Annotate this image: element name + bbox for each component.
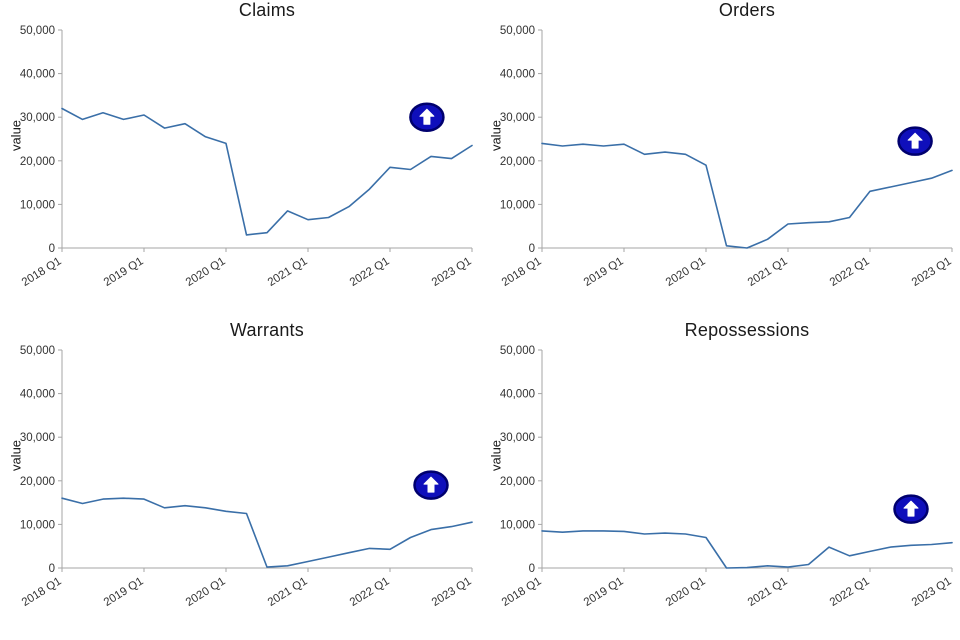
up-arrow-glyph: [907, 132, 923, 149]
series-line: [61, 497, 473, 568]
y-tick-label: 0: [529, 243, 535, 255]
y-tick-label: 20,000: [20, 476, 55, 488]
series-line: [541, 142, 953, 249]
x-tick-label: 2022 Q1: [828, 575, 872, 609]
y-tick-label: 0: [529, 563, 535, 575]
x-tick-label: 2018 Q1: [500, 255, 544, 289]
up-arrow-glyph: [423, 476, 439, 493]
series-line: [541, 530, 953, 569]
chart-svg: 0 10,000 20,000 30,000 40,000 50,000 2018 Q1 20…: [500, 25, 954, 289]
chart-title: Warrants: [230, 320, 304, 340]
x-tick-label: 2020 Q1: [184, 575, 228, 609]
x-tick-label: 2021 Q1: [746, 255, 790, 289]
y-tick-label: 40,000: [20, 69, 55, 81]
x-tick-label: 2018 Q1: [20, 255, 64, 289]
x-tick-label: 2023 Q1: [910, 575, 954, 609]
y-tick-label: 10,000: [20, 519, 55, 531]
up-arrow-glyph: [419, 108, 435, 125]
y-tick-label: 0: [49, 563, 55, 575]
chart-title: Repossessions: [684, 320, 810, 340]
chart-panel-repossessions: Repossessions value 0 10,000 20,000 30,000 4…: [480, 320, 960, 640]
x-tick-label: 2018 Q1: [20, 575, 64, 609]
y-tick-label: 50,000: [20, 25, 55, 37]
x-tick-label: 2018 Q1: [500, 575, 544, 609]
y-tick-label: 10,000: [20, 199, 55, 211]
x-tick-label: 2021 Q1: [266, 575, 310, 609]
x-tick-label: 2022 Q1: [828, 255, 872, 289]
x-tick-label: 2019 Q1: [582, 255, 626, 289]
x-tick-label: 2023 Q1: [430, 575, 474, 609]
x-tick-label: 2023 Q1: [430, 255, 474, 289]
y-axis-label: value: [8, 439, 24, 472]
up-arrow-badge-icon: [893, 494, 929, 524]
y-tick-label: 20,000: [500, 476, 535, 488]
up-arrow-badge-icon: [897, 126, 933, 156]
x-tick-label: 2020 Q1: [664, 255, 708, 289]
up-arrow-badge-icon: [409, 102, 445, 132]
up-arrow-glyph: [903, 500, 919, 517]
chart-panel-claims: Claims value 0 10,000 20,000 30,000 40,000 50…: [0, 0, 480, 320]
y-tick-label: 20,000: [20, 156, 55, 168]
x-tick-label: 2022 Q1: [348, 575, 392, 609]
y-tick-label: 10,000: [500, 519, 535, 531]
series-line: [61, 107, 473, 236]
y-axis-label: value: [488, 119, 504, 152]
y-tick-label: 50,000: [500, 25, 535, 37]
chart-svg: 0 10,000 20,000 30,000 40,000 50,000 2018 Q1 20…: [20, 25, 474, 289]
chart-svg: 0 10,000 20,000 30,000 40,000 50,000 2018 Q1 20…: [20, 345, 474, 609]
y-tick-label: 30,000: [20, 432, 55, 444]
chart-title: Orders: [718, 0, 776, 20]
y-tick-label: 40,000: [500, 389, 535, 401]
y-axis-label: value: [488, 439, 504, 472]
y-tick-label: 50,000: [20, 345, 55, 357]
chart-title: Claims: [238, 0, 296, 20]
chart-panel-orders: Orders value 0 10,000 20,000 30,000 40,000 50…: [480, 0, 960, 320]
y-tick-label: 20,000: [500, 156, 535, 168]
y-tick-label: 40,000: [20, 389, 55, 401]
y-tick-label: 30,000: [20, 112, 55, 124]
y-tick-label: 10,000: [500, 199, 535, 211]
y-tick-label: 30,000: [500, 112, 535, 124]
x-tick-label: 2019 Q1: [102, 255, 146, 289]
y-axis-label: value: [8, 119, 24, 152]
y-tick-label: 30,000: [500, 432, 535, 444]
chart-svg: 0 10,000 20,000 30,000 40,000 50,000 2018 Q1 20…: [500, 345, 954, 609]
chart-panel-warrants: Warrants value 0 10,000 20,000 30,000 40,000…: [0, 320, 480, 640]
y-tick-label: 0: [49, 243, 55, 255]
x-tick-label: 2023 Q1: [910, 255, 954, 289]
x-tick-label: 2022 Q1: [348, 255, 392, 289]
x-tick-label: 2019 Q1: [102, 575, 146, 609]
x-tick-label: 2020 Q1: [664, 575, 708, 609]
x-tick-label: 2021 Q1: [266, 255, 310, 289]
x-tick-label: 2021 Q1: [746, 575, 790, 609]
x-tick-label: 2020 Q1: [184, 255, 228, 289]
x-tick-label: 2019 Q1: [582, 575, 626, 609]
y-tick-label: 50,000: [500, 345, 535, 357]
up-arrow-badge-icon: [413, 470, 449, 500]
y-tick-label: 40,000: [500, 69, 535, 81]
